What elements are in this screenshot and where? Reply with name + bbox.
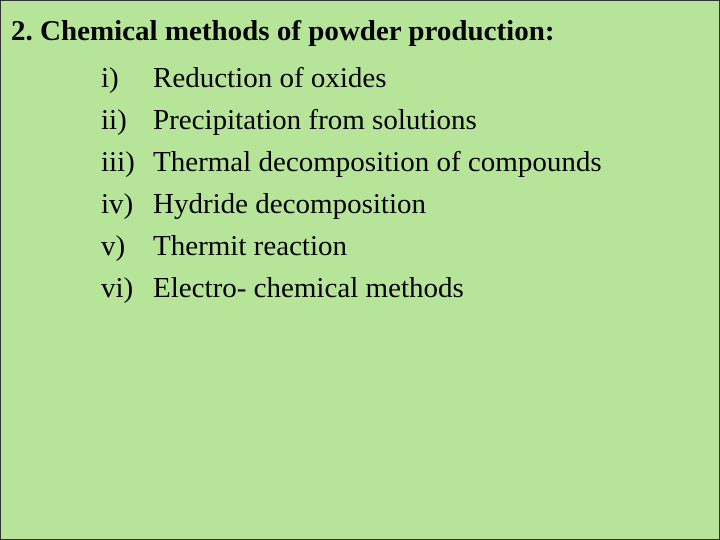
list-item: i) Reduction of oxides	[101, 57, 719, 99]
item-text: Electro- chemical methods	[153, 267, 464, 309]
item-text: Reduction of oxides	[153, 57, 387, 99]
methods-list: i) Reduction of oxides ii) Precipitation…	[11, 57, 719, 309]
list-item: iii) Thermal decomposition of compounds	[101, 141, 719, 183]
item-numeral: v)	[101, 225, 153, 267]
item-text: Thermit reaction	[153, 225, 347, 267]
item-numeral: i)	[101, 57, 153, 99]
item-text: Precipitation from solutions	[153, 99, 477, 141]
item-numeral: iv)	[101, 183, 153, 225]
item-numeral: ii)	[101, 99, 153, 141]
list-item: v) Thermit reaction	[101, 225, 719, 267]
list-item: iv) Hydride decomposition	[101, 183, 719, 225]
slide-title: 2. Chemical methods of powder production…	[11, 13, 719, 51]
list-item: ii) Precipitation from solutions	[101, 99, 719, 141]
item-text: Thermal decomposition of compounds	[153, 141, 602, 183]
list-item: vi) Electro- chemical methods	[101, 267, 719, 309]
item-numeral: vi)	[101, 267, 153, 309]
item-text: Hydride decomposition	[153, 183, 426, 225]
item-numeral: iii)	[101, 141, 153, 183]
